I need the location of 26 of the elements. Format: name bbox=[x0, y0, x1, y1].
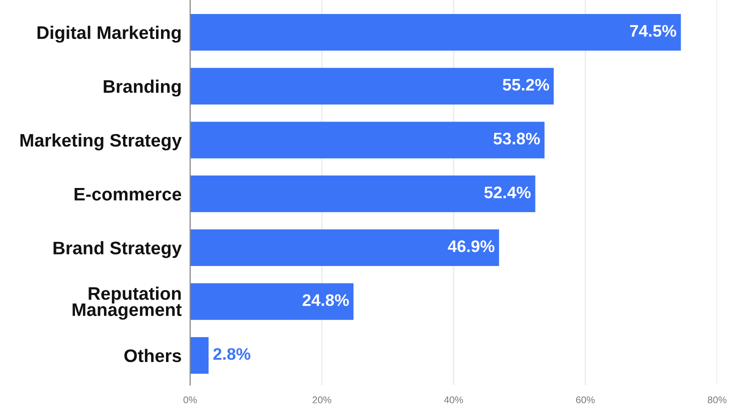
y-tick-label: Branding bbox=[104, 80, 181, 97]
x-tick-label: 40% bbox=[444, 396, 464, 404]
x-tick-label: 0% bbox=[184, 396, 197, 404]
data-label: 74.5% bbox=[630, 25, 676, 37]
data-label: 24.8% bbox=[302, 294, 349, 306]
y-tick-label: Brand Strategy bbox=[54, 241, 182, 258]
bar bbox=[190, 14, 681, 51]
bar bbox=[190, 283, 354, 320]
bar bbox=[190, 229, 500, 266]
x-tick-label: 60% bbox=[576, 396, 595, 404]
data-label: 55.2% bbox=[502, 78, 550, 91]
data-label: 53.8% bbox=[494, 132, 540, 145]
bar bbox=[190, 176, 536, 212]
y-tick-label: Digital Marketing bbox=[38, 26, 181, 43]
y-tick-label: E-commerce bbox=[74, 188, 182, 201]
x-tick-label: 80% bbox=[708, 396, 726, 404]
bar bbox=[190, 68, 554, 104]
y-tick-label: Reputation Management bbox=[72, 286, 182, 320]
y-tick-label: Others bbox=[124, 348, 182, 362]
data-label: 52.4% bbox=[484, 186, 531, 198]
data-label: 46.9% bbox=[448, 240, 494, 252]
bar bbox=[190, 337, 209, 374]
data-label: 2.8% bbox=[213, 348, 250, 360]
bar bbox=[190, 122, 545, 158]
y-tick-label: Marketing Strategy bbox=[20, 133, 182, 150]
x-tick-label: 20% bbox=[312, 396, 332, 404]
